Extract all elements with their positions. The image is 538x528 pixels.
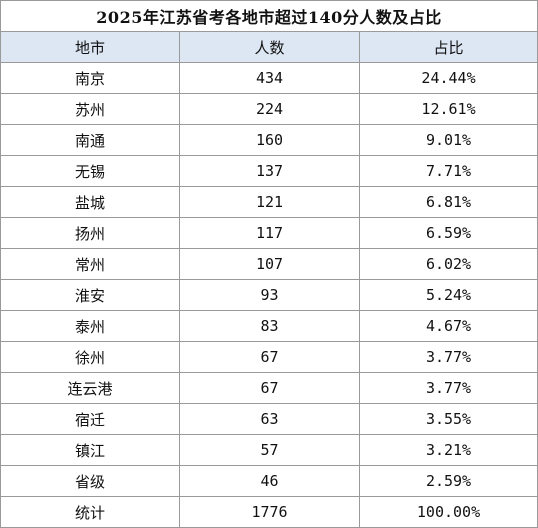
cell-count: 67	[179, 341, 360, 373]
header-city: 地市	[0, 31, 180, 63]
cell-count: 1776	[179, 496, 360, 528]
cell-share: 12.61%	[358, 93, 538, 125]
cell-count: 121	[179, 186, 360, 218]
cell-city: 连云港	[0, 372, 180, 404]
cell-count: 137	[179, 155, 360, 187]
header-count: 人数	[179, 31, 360, 63]
cell-share: 7.71%	[358, 155, 538, 187]
cell-city: 扬州	[0, 217, 180, 249]
cell-city: 苏州	[0, 93, 180, 125]
cell-city: 常州	[0, 248, 180, 280]
cell-share: 3.77%	[358, 341, 538, 373]
cell-share: 4.67%	[358, 310, 538, 342]
cell-count: 107	[179, 248, 360, 280]
cell-city: 徐州	[0, 341, 180, 373]
title-row: 2025年江苏省考各地市超过140分人数及占比	[0, 0, 538, 32]
table-row: 盐城 121 6.81%	[0, 186, 538, 218]
table-row: 徐州 67 3.77%	[0, 341, 538, 373]
cell-count: 434	[179, 62, 360, 94]
cell-count: 83	[179, 310, 360, 342]
table-row: 泰州 83 4.67%	[0, 310, 538, 342]
table-row: 常州 107 6.02%	[0, 248, 538, 280]
table-row: 南通 160 9.01%	[0, 124, 538, 156]
cell-city: 南京	[0, 62, 180, 94]
table-row: 宿迁 63 3.55%	[0, 403, 538, 435]
cell-city: 南通	[0, 124, 180, 156]
table-row: 淮安 93 5.24%	[0, 279, 538, 311]
cell-share: 9.01%	[358, 124, 538, 156]
table-row: 连云港 67 3.77%	[0, 372, 538, 404]
cell-count: 63	[179, 403, 360, 435]
cell-count: 57	[179, 434, 360, 466]
cell-count: 224	[179, 93, 360, 125]
cell-count: 93	[179, 279, 360, 311]
table-row: 无锡 137 7.71%	[0, 155, 538, 187]
table-row: 扬州 117 6.59%	[0, 217, 538, 249]
table-title: 2025年江苏省考各地市超过140分人数及占比	[0, 0, 538, 32]
cell-share: 3.55%	[358, 403, 538, 435]
cell-share: 6.02%	[358, 248, 538, 280]
cell-city: 统计	[0, 496, 180, 528]
table-row: 镇江 57 3.21%	[0, 434, 538, 466]
cell-city: 泰州	[0, 310, 180, 342]
cell-city: 无锡	[0, 155, 180, 187]
cell-share: 3.77%	[358, 372, 538, 404]
cell-city: 镇江	[0, 434, 180, 466]
table-row: 南京 434 24.44%	[0, 62, 538, 94]
table-row: 省级 46 2.59%	[0, 465, 538, 497]
cell-share: 24.44%	[358, 62, 538, 94]
cell-city: 宿迁	[0, 403, 180, 435]
cell-share: 3.21%	[358, 434, 538, 466]
table-row: 苏州 224 12.61%	[0, 93, 538, 125]
cell-count: 160	[179, 124, 360, 156]
cell-city: 盐城	[0, 186, 180, 218]
cell-count: 67	[179, 372, 360, 404]
cell-count: 46	[179, 465, 360, 497]
cell-share: 6.59%	[358, 217, 538, 249]
cell-share: 6.81%	[358, 186, 538, 218]
cell-city: 淮安	[0, 279, 180, 311]
table-row: 统计 1776 100.00%	[0, 496, 538, 528]
cell-share: 5.24%	[358, 279, 538, 311]
cell-share: 2.59%	[358, 465, 538, 497]
cell-count: 117	[179, 217, 360, 249]
header-share: 占比	[358, 31, 538, 63]
cell-city: 省级	[0, 465, 180, 497]
header-row: 地市 人数 占比	[0, 31, 538, 63]
cell-share: 100.00%	[358, 496, 538, 528]
